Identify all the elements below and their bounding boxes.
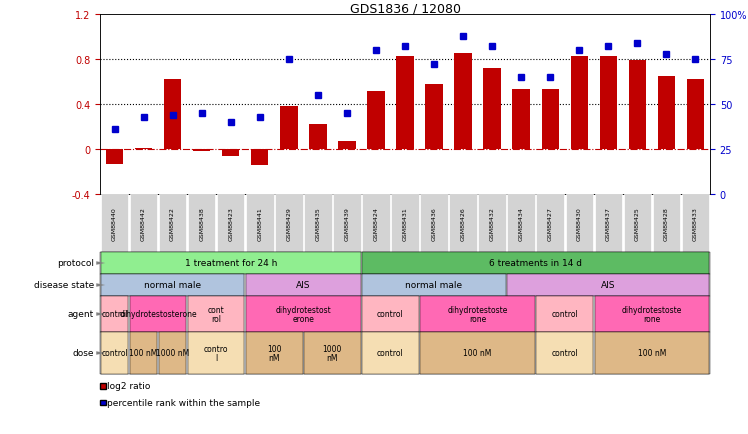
- Bar: [512, 90, 530, 150]
- Text: GSM88432: GSM88432: [490, 207, 494, 240]
- Text: 1 treatment for 24 h: 1 treatment for 24 h: [185, 259, 277, 268]
- Text: percentile rank within the sample: percentile rank within the sample: [107, 398, 260, 407]
- Text: 100 nM: 100 nM: [638, 349, 666, 358]
- Bar: [396, 56, 414, 150]
- Text: dihydrotestoste
rone: dihydrotestoste rone: [447, 305, 508, 324]
- Bar: [483, 69, 501, 150]
- Text: AIS: AIS: [296, 281, 310, 290]
- Text: GSM88441: GSM88441: [257, 207, 263, 240]
- Text: GSM88435: GSM88435: [316, 207, 320, 240]
- Text: agent: agent: [68, 310, 94, 319]
- Text: GSM88426: GSM88426: [461, 207, 465, 240]
- Text: GSM88438: GSM88438: [199, 207, 204, 240]
- Bar: [309, 125, 327, 150]
- Text: control: control: [377, 349, 404, 358]
- Text: dose: dose: [73, 349, 94, 358]
- Text: control: control: [551, 310, 578, 319]
- Text: control: control: [377, 310, 404, 319]
- Text: 100 nM: 100 nM: [464, 349, 491, 358]
- Text: disease state: disease state: [34, 281, 94, 290]
- Text: GSM88442: GSM88442: [141, 207, 146, 240]
- Text: GSM88424: GSM88424: [373, 207, 378, 240]
- Bar: [657, 77, 675, 150]
- Text: log2 ratio: log2 ratio: [107, 381, 150, 391]
- Text: control: control: [551, 349, 578, 358]
- Text: cont
rol: cont rol: [208, 305, 224, 324]
- Bar: [571, 56, 588, 150]
- Bar: [338, 142, 355, 150]
- Text: contro
l: contro l: [204, 344, 228, 362]
- Text: dihydrotestoste
rone: dihydrotestoste rone: [622, 305, 682, 324]
- Text: GSM88428: GSM88428: [664, 207, 669, 240]
- Text: GSM88433: GSM88433: [693, 207, 698, 240]
- Bar: [193, 150, 210, 152]
- Text: control: control: [101, 349, 128, 358]
- Bar: [222, 150, 239, 156]
- Text: GSM88440: GSM88440: [112, 207, 117, 240]
- Text: 100
nM: 100 nM: [267, 344, 281, 362]
- Text: 6 treatments in 14 d: 6 treatments in 14 d: [489, 259, 582, 268]
- Text: GSM88439: GSM88439: [344, 207, 349, 240]
- Text: GSM88430: GSM88430: [577, 207, 582, 240]
- Bar: [542, 90, 559, 150]
- Text: GSM88437: GSM88437: [606, 207, 611, 240]
- Bar: [687, 80, 704, 150]
- Bar: [251, 150, 269, 165]
- Text: GDS1836 / 12080: GDS1836 / 12080: [349, 3, 461, 16]
- Text: 1000
nM: 1000 nM: [322, 344, 342, 362]
- Text: normal male: normal male: [144, 281, 201, 290]
- Text: protocol: protocol: [57, 259, 94, 268]
- Text: GSM88422: GSM88422: [170, 207, 175, 240]
- Bar: [600, 56, 617, 150]
- Text: GSM88429: GSM88429: [286, 207, 291, 240]
- Text: 100 nM: 100 nM: [129, 349, 158, 358]
- Text: GSM88431: GSM88431: [402, 207, 408, 240]
- Text: GSM88423: GSM88423: [228, 207, 233, 240]
- Bar: [280, 107, 298, 150]
- Text: GSM88434: GSM88434: [518, 207, 524, 240]
- Text: AIS: AIS: [601, 281, 616, 290]
- Text: GSM88425: GSM88425: [635, 207, 640, 240]
- Bar: [454, 54, 472, 150]
- Bar: [367, 91, 384, 150]
- Text: normal male: normal male: [405, 281, 462, 290]
- Bar: [628, 61, 646, 150]
- Bar: [135, 148, 153, 150]
- Text: GSM88436: GSM88436: [432, 207, 437, 240]
- Bar: [426, 85, 443, 150]
- Text: dihydrotestost
erone: dihydrotestost erone: [275, 305, 331, 324]
- Text: GSM88427: GSM88427: [548, 207, 553, 240]
- Text: control: control: [101, 310, 128, 319]
- Text: dihydrotestosterone: dihydrotestosterone: [119, 310, 197, 319]
- Text: 1000 nM: 1000 nM: [156, 349, 189, 358]
- Bar: [105, 150, 123, 164]
- Bar: [164, 80, 181, 150]
